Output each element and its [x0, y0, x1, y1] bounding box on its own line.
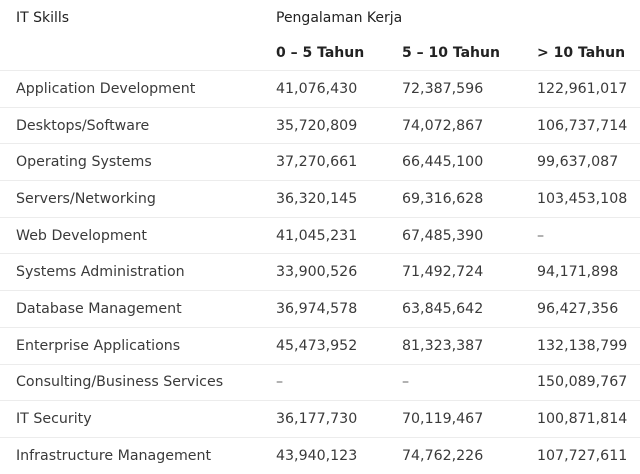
table-row: Enterprise Applications 45,473,952 81,32… — [0, 326, 640, 364]
skill-name: Infrastructure Management — [16, 447, 212, 464]
value-10-plus: 150,089,767 — [537, 374, 628, 391]
skill-name: Consulting/Business Services — [16, 374, 224, 391]
value-0-5: – — [276, 374, 284, 391]
subheader-5-10: 5 – 10 Tahun — [402, 45, 500, 61]
table-row: Infrastructure Management 43,940,123 74,… — [0, 436, 640, 474]
value-10-plus: 94,171,898 — [537, 264, 619, 281]
table-subheader-row: 0 – 5 Tahun 5 – 10 Tahun > 10 Tahun — [0, 36, 640, 70]
value-5-10: 69,316,628 — [402, 190, 484, 207]
value-10-plus: 99,637,087 — [537, 154, 619, 171]
value-5-10: 66,445,100 — [402, 154, 484, 171]
value-10-plus: 106,737,714 — [537, 117, 628, 134]
value-5-10: 74,072,867 — [402, 117, 484, 134]
value-10-plus: – — [537, 227, 545, 244]
header-it-skills: IT Skills — [16, 10, 70, 26]
value-0-5: 45,473,952 — [276, 337, 358, 354]
table-row: Desktops/Software 35,720,809 74,072,867 … — [0, 106, 640, 144]
value-0-5: 33,900,526 — [276, 264, 358, 281]
value-0-5: 36,974,578 — [276, 300, 358, 317]
value-10-plus: 96,427,356 — [537, 300, 619, 317]
skill-name: Servers/Networking — [16, 190, 156, 207]
skill-name: Systems Administration — [16, 264, 185, 281]
header-pengalaman-kerja: Pengalaman Kerja — [276, 10, 403, 26]
value-0-5: 35,720,809 — [276, 117, 358, 134]
skill-name: Enterprise Applications — [16, 337, 181, 354]
skill-name: Web Development — [16, 227, 147, 244]
value-0-5: 36,320,145 — [276, 190, 358, 207]
value-5-10: 67,485,390 — [402, 227, 484, 244]
subheader-0-5: 0 – 5 Tahun — [276, 45, 365, 61]
value-0-5: 36,177,730 — [276, 411, 358, 428]
value-10-plus: 100,871,814 — [537, 411, 628, 428]
skill-name: Database Management — [16, 300, 182, 317]
table-row: Systems Administration 33,900,526 71,492… — [0, 253, 640, 290]
table-row: IT Security 36,177,730 70,119,467 100,87… — [0, 400, 640, 437]
value-0-5: 43,940,123 — [276, 447, 358, 464]
value-5-10: 81,323,387 — [402, 337, 484, 354]
value-10-plus: 103,453,108 — [537, 190, 628, 207]
subheader-10-plus: > 10 Tahun — [537, 45, 626, 61]
skill-name: Application Development — [16, 80, 196, 97]
table-row: Consulting/Business Services – – 150,089… — [0, 363, 640, 401]
value-5-10: 72,387,596 — [402, 80, 484, 97]
value-5-10: 70,119,467 — [402, 411, 484, 428]
value-0-5: 41,076,430 — [276, 80, 358, 97]
skill-name: Operating Systems — [16, 154, 152, 171]
skill-name: IT Security — [16, 411, 92, 428]
value-10-plus: 132,138,799 — [537, 337, 628, 354]
value-10-plus: 122,961,017 — [537, 80, 628, 97]
value-5-10: – — [402, 374, 410, 391]
table-header-row: IT Skills Pengalaman Kerja — [0, 0, 640, 36]
value-0-5: 37,270,661 — [276, 154, 358, 171]
value-5-10: 71,492,724 — [402, 264, 484, 281]
value-5-10: 74,762,226 — [402, 447, 484, 464]
skill-name: Desktops/Software — [16, 117, 150, 134]
value-10-plus: 107,727,611 — [537, 447, 628, 464]
table-row: Database Management 36,974,578 63,845,64… — [0, 290, 640, 327]
value-5-10: 63,845,642 — [402, 300, 484, 317]
table-row: Operating Systems 37,270,661 66,445,100 … — [0, 143, 640, 180]
table-row: Servers/Networking 36,320,145 69,316,628… — [0, 180, 640, 217]
value-0-5: 41,045,231 — [276, 227, 358, 244]
table-row: Web Development 41,045,231 67,485,390 – — [0, 216, 640, 254]
table-row: Application Development 41,076,430 72,38… — [0, 70, 640, 107]
